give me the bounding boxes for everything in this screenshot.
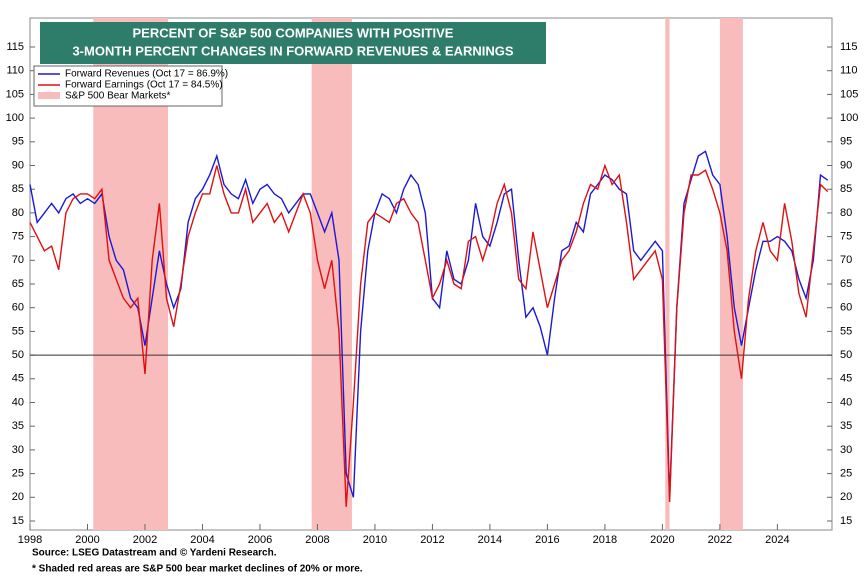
note: * Shaded red areas are S&P 500 bear mark… xyxy=(32,564,363,575)
legend-items: Forward Revenues (Oct 17 = 86.9%)Forward… xyxy=(38,69,228,102)
x-tick-label: 2004 xyxy=(190,534,214,546)
y-tick-label: 70 xyxy=(12,254,24,266)
legend-label: S&P 500 Bear Markets* xyxy=(65,91,171,102)
y-tick-label: 30 xyxy=(12,444,24,456)
chart-title: 3-MONTH PERCENT CHANGES IN FORWARD REVEN… xyxy=(72,43,513,58)
legend-swatch xyxy=(38,92,60,99)
x-tick-label: 2002 xyxy=(133,534,157,546)
x-tick-label: 2012 xyxy=(420,534,444,546)
y2-tick-label: 105 xyxy=(840,88,858,100)
y-tick-label: 105 xyxy=(6,88,24,100)
series-line xyxy=(29,150,829,498)
x-tick-label: 2022 xyxy=(708,534,732,546)
y2-tick-label: 115 xyxy=(840,41,858,53)
chart-title: PERCENT OF S&P 500 COMPANIES WITH POSITI… xyxy=(133,25,454,40)
y-tick-label: 55 xyxy=(12,325,24,337)
line-layer xyxy=(29,150,829,507)
x-tick-label: 2014 xyxy=(478,534,502,546)
y2-tick-label: 15 xyxy=(840,515,852,527)
x-tick-label: 2020 xyxy=(650,534,674,546)
y2-tick-label: 85 xyxy=(840,183,852,195)
y2-tick-label: 100 xyxy=(840,112,858,124)
y2-tick-label: 95 xyxy=(840,136,852,148)
y2-tick-label: 30 xyxy=(840,444,852,456)
y-tick-label: 75 xyxy=(12,231,24,243)
y2-tick-label: 35 xyxy=(840,420,852,432)
y-tick-label: 45 xyxy=(12,373,24,385)
y2-tick-label: 25 xyxy=(840,468,852,480)
y2-tick-label: 45 xyxy=(840,373,852,385)
y2-tick-label: 110 xyxy=(840,65,858,77)
y-tick-label: 15 xyxy=(12,515,24,527)
y-tick-label: 65 xyxy=(12,278,24,290)
y-tick-label: 85 xyxy=(12,183,24,195)
bear-market xyxy=(665,18,670,530)
y-tick-label: 35 xyxy=(12,420,24,432)
y-tick-label: 95 xyxy=(12,136,24,148)
y-tick-label: 90 xyxy=(12,159,24,171)
x-tick-label: 2016 xyxy=(535,534,559,546)
legend xyxy=(33,65,223,107)
x-tick-label: 2018 xyxy=(593,534,617,546)
y-tick-label: 40 xyxy=(12,396,24,408)
y2-tick-label: 65 xyxy=(840,278,852,290)
y2-tick-label: 50 xyxy=(840,349,852,361)
y2-tick-label: 70 xyxy=(840,254,852,266)
y-tick-label: 80 xyxy=(12,207,24,219)
y2-tick-label: 80 xyxy=(840,207,852,219)
y2-tick-label: 20 xyxy=(840,491,852,503)
x-tick-label: 2010 xyxy=(363,534,387,546)
x-tick-label: 2006 xyxy=(248,534,272,546)
y-tick-label: 115 xyxy=(6,41,24,53)
y-tick-label: 50 xyxy=(12,349,24,361)
x-tick-label: 2000 xyxy=(75,534,99,546)
y2-tick-label: 75 xyxy=(840,231,852,243)
x-tick-label: 2008 xyxy=(305,534,329,546)
y-tick-label: 20 xyxy=(12,491,24,503)
y2-tick-label: 55 xyxy=(840,325,852,337)
legend-label: Forward Revenues (Oct 17 = 86.9%) xyxy=(65,69,228,80)
source: Source: LSEG Datastream and © Yardeni Re… xyxy=(32,548,277,559)
title-box xyxy=(40,22,546,64)
y-tick-label: 25 xyxy=(12,468,24,480)
y-tick-label: 60 xyxy=(12,302,24,314)
legend-label: Forward Earnings (Oct 17 = 84.5%) xyxy=(65,80,223,91)
y-tick-label: 100 xyxy=(6,112,24,124)
y2-tick-label: 40 xyxy=(840,396,852,408)
y2-tick-label: 60 xyxy=(840,302,852,314)
x-tick-label: 1998 xyxy=(18,534,42,546)
y2-tick-label: 90 xyxy=(840,159,852,171)
y-tick-label: 110 xyxy=(6,65,24,77)
series-line xyxy=(29,163,829,507)
x-tick-label: 2024 xyxy=(765,534,789,546)
